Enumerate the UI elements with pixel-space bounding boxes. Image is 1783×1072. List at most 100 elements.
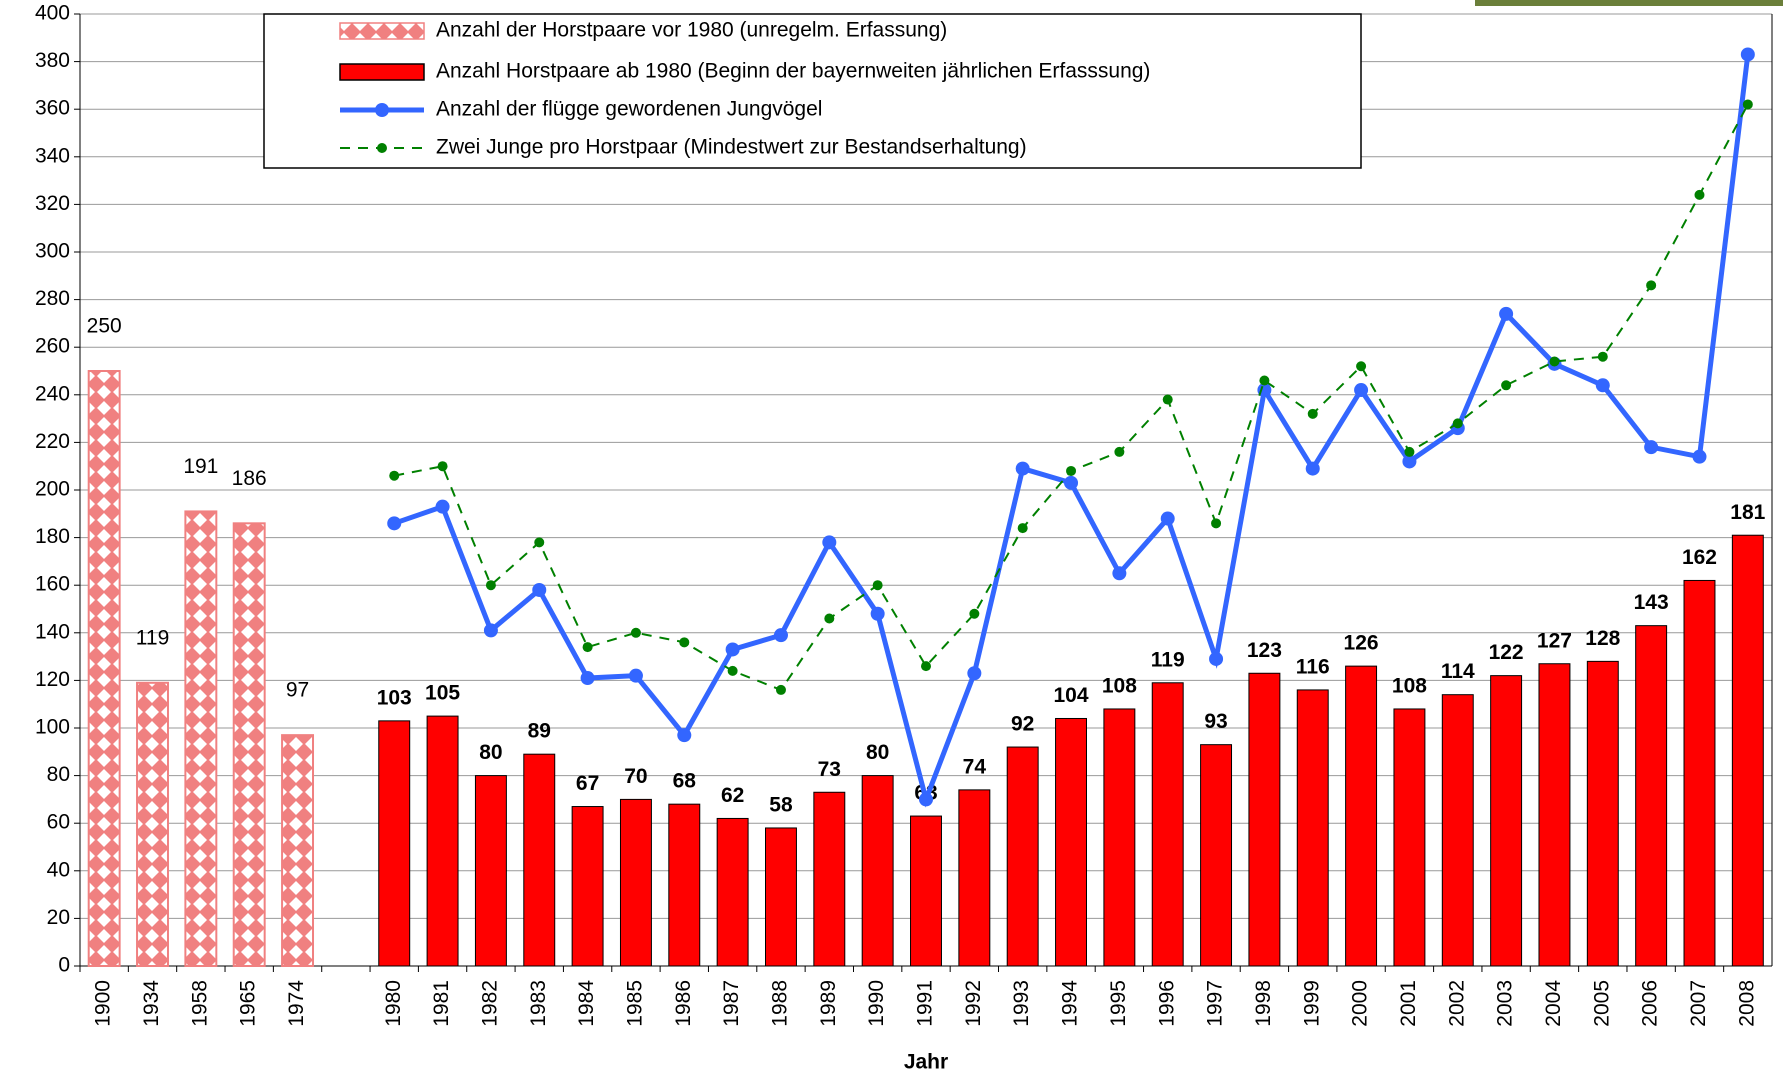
- data-label: 119: [1151, 648, 1185, 671]
- data-label: 127: [1537, 629, 1572, 652]
- bar: [1491, 676, 1522, 966]
- x-tick-label: 1965: [237, 980, 260, 1027]
- bar: [572, 807, 603, 966]
- bar: [1539, 664, 1570, 966]
- bar: [475, 776, 506, 966]
- marker: [824, 614, 834, 624]
- bar: [1442, 695, 1473, 966]
- marker: [726, 642, 740, 656]
- y-tick-label: 240: [35, 382, 70, 405]
- x-tick-label: 1996: [1155, 980, 1178, 1027]
- y-tick-label: 300: [35, 240, 70, 263]
- marker: [583, 642, 593, 652]
- bar: [1056, 718, 1087, 966]
- y-tick-label: 100: [35, 716, 70, 739]
- x-tick-label: 1992: [962, 980, 985, 1027]
- marker: [534, 537, 544, 547]
- y-tick-label: 340: [35, 144, 70, 167]
- marker: [1501, 380, 1511, 390]
- y-tick-label: 80: [47, 763, 70, 786]
- marker: [967, 666, 981, 680]
- x-tick-label: 2003: [1494, 980, 1517, 1027]
- data-label: 104: [1054, 684, 1089, 707]
- bar: [766, 828, 797, 966]
- line: [394, 104, 1748, 689]
- data-label: 116: [1296, 655, 1330, 678]
- legend-label: Anzahl der flügge gewordenen Jungvögel: [436, 98, 822, 121]
- y-tick-label: 60: [47, 811, 70, 834]
- x-tick-label: 1997: [1204, 980, 1227, 1027]
- y-tick-label: 260: [35, 335, 70, 358]
- data-label: 74: [963, 755, 987, 778]
- data-label: 80: [479, 741, 502, 764]
- bar: [1104, 709, 1135, 966]
- data-label: 67: [576, 772, 599, 795]
- x-tick-label: 1993: [1010, 980, 1033, 1027]
- y-tick-label: 280: [35, 287, 70, 310]
- marker: [1646, 280, 1656, 290]
- x-tick-label: 1982: [478, 980, 501, 1027]
- marker: [1306, 462, 1320, 476]
- data-label: 70: [624, 765, 647, 788]
- bar: [1346, 666, 1377, 966]
- data-label: 114: [1441, 660, 1475, 683]
- marker: [1066, 466, 1076, 476]
- y-tick-label: 140: [35, 620, 70, 643]
- x-tick-label: 1999: [1300, 980, 1323, 1027]
- x-tick-label: 2005: [1590, 980, 1613, 1027]
- data-label: 181: [1730, 501, 1765, 524]
- x-tick-label: 2006: [1639, 980, 1662, 1027]
- marker: [436, 500, 450, 514]
- marker: [1644, 440, 1658, 454]
- x-tick-label: 1998: [1252, 980, 1275, 1027]
- marker: [1598, 352, 1608, 362]
- marker: [873, 580, 883, 590]
- photo-corner: [1475, 0, 1783, 6]
- legend-marker: [377, 143, 387, 153]
- marker: [1741, 47, 1755, 61]
- data-label: 108: [1392, 675, 1427, 698]
- x-tick-label: 1983: [527, 980, 550, 1027]
- x-tick-label: 1987: [720, 980, 743, 1027]
- marker: [1259, 376, 1269, 386]
- x-tick-label: 2000: [1349, 980, 1372, 1027]
- x-tick-label: 2002: [1445, 980, 1468, 1027]
- data-label: 162: [1682, 546, 1717, 569]
- bar: [814, 792, 845, 966]
- data-label: 126: [1344, 632, 1379, 655]
- y-tick-label: 40: [47, 858, 70, 881]
- data-label: 122: [1489, 641, 1524, 664]
- x-tick-label: 1900: [92, 980, 115, 1027]
- x-tick-label: 1991: [914, 980, 937, 1027]
- data-label: 58: [769, 794, 793, 817]
- x-tick-label: 1974: [285, 980, 308, 1027]
- bar: [185, 511, 216, 966]
- data-label: 89: [528, 720, 551, 743]
- bar: [1732, 535, 1763, 966]
- legend: Anzahl der Horstpaare vor 1980 (unregelm…: [264, 14, 1361, 168]
- marker: [679, 637, 689, 647]
- marker: [1114, 447, 1124, 457]
- bar: [234, 523, 265, 966]
- marker: [1016, 462, 1030, 476]
- bar: [427, 716, 458, 966]
- marker: [677, 728, 691, 742]
- y-tick-label: 120: [35, 668, 70, 691]
- bar: [89, 371, 120, 966]
- bar: [524, 754, 555, 966]
- x-tick-label: 1934: [140, 980, 163, 1027]
- marker: [1453, 418, 1463, 428]
- marker: [532, 583, 546, 597]
- marker: [919, 792, 933, 806]
- marker: [1161, 512, 1175, 526]
- legend-label: Anzahl Horstpaare ab 1980 (Beginn der ba…: [436, 60, 1150, 83]
- marker: [871, 607, 885, 621]
- marker: [389, 471, 399, 481]
- data-label: 93: [1204, 710, 1227, 733]
- y-tick-label: 200: [35, 478, 70, 501]
- data-label: 108: [1102, 675, 1137, 698]
- marker: [1209, 652, 1223, 666]
- marker: [629, 669, 643, 683]
- marker: [728, 666, 738, 676]
- marker: [631, 628, 641, 638]
